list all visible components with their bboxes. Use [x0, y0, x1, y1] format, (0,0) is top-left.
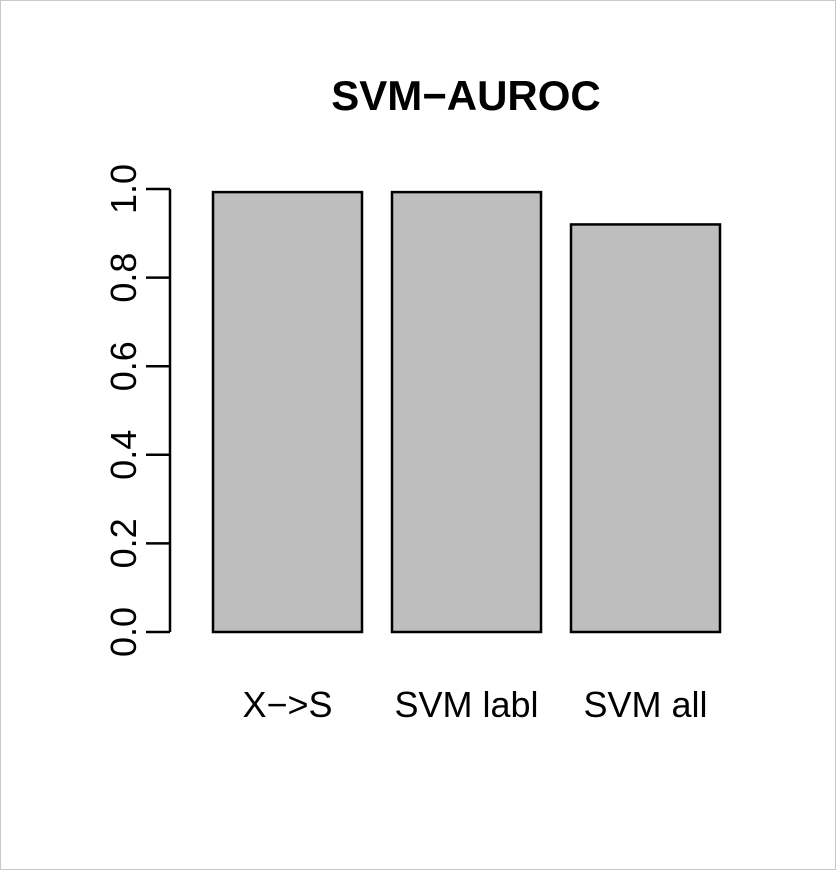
- bar: [390, 190, 543, 634]
- bar: [211, 190, 364, 634]
- y-tick-label: 0.2: [103, 518, 144, 568]
- y-tick-label: 1.0: [103, 164, 144, 214]
- y-tick-label: 0.4: [103, 430, 144, 480]
- y-tick-label: 0.6: [103, 341, 144, 391]
- y-tick-label: 0.8: [103, 253, 144, 303]
- y-axis: 0.0 0.2 0.4 0.6 0.8 1.0: [103, 164, 172, 657]
- category-label: X−>S: [242, 684, 332, 725]
- category-label: SVM all: [583, 684, 707, 725]
- chart-title: SVM−AUROC: [331, 72, 601, 119]
- bar: [569, 223, 722, 634]
- y-tick-label: 0.0: [103, 607, 144, 657]
- bars-group: [211, 190, 722, 634]
- category-label: SVM labl: [394, 684, 538, 725]
- x-labels-group: X−>S SVM labl SVM all: [242, 684, 707, 725]
